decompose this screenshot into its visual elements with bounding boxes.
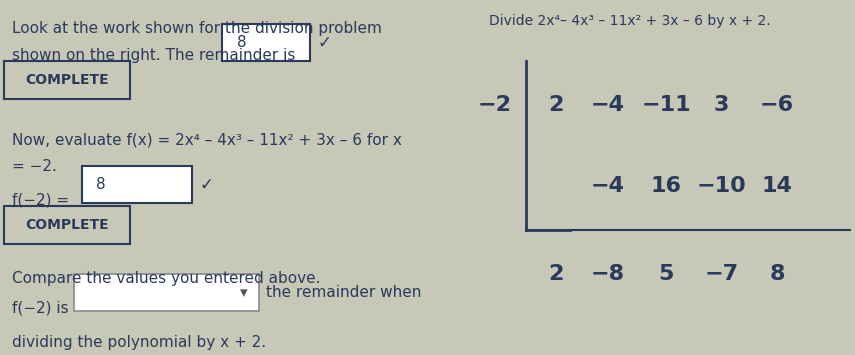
Text: ✓: ✓ <box>318 34 332 52</box>
Text: the remainder when: the remainder when <box>266 285 422 300</box>
Text: COMPLETE: COMPLETE <box>25 218 109 232</box>
Text: f(−2) is: f(−2) is <box>12 301 68 316</box>
Text: −2: −2 <box>477 95 511 115</box>
Text: 14: 14 <box>762 176 793 196</box>
Text: −7: −7 <box>705 264 739 284</box>
Text: 2: 2 <box>548 264 563 284</box>
Text: shown on the right. The remainder is: shown on the right. The remainder is <box>12 48 295 63</box>
FancyBboxPatch shape <box>74 274 259 311</box>
Text: −8: −8 <box>590 264 624 284</box>
Text: 2: 2 <box>548 95 563 115</box>
FancyBboxPatch shape <box>4 207 130 244</box>
Text: −4: −4 <box>590 95 624 115</box>
Text: −10: −10 <box>697 176 746 196</box>
Text: dividing the polynomial by x + 2.: dividing the polynomial by x + 2. <box>12 334 266 350</box>
FancyBboxPatch shape <box>221 24 310 61</box>
Text: COMPLETE: COMPLETE <box>25 73 109 87</box>
Text: 8: 8 <box>237 36 246 50</box>
Text: 5: 5 <box>658 264 674 284</box>
Text: f(−2) =: f(−2) = <box>12 193 68 208</box>
Text: ✓: ✓ <box>200 175 214 193</box>
Text: −6: −6 <box>760 95 794 115</box>
Text: = −2.: = −2. <box>12 159 56 174</box>
FancyBboxPatch shape <box>4 61 130 99</box>
Text: −4: −4 <box>590 176 624 196</box>
Text: 8: 8 <box>97 177 106 192</box>
FancyBboxPatch shape <box>81 166 192 203</box>
Text: Compare the values you entered above.: Compare the values you entered above. <box>12 271 320 285</box>
Text: ▾: ▾ <box>240 285 248 300</box>
Text: Now, evaluate f(x) = 2x⁴ – 4x³ – 11x² + 3x – 6 for x: Now, evaluate f(x) = 2x⁴ – 4x³ – 11x² + … <box>12 132 401 147</box>
Text: Look at the work shown for the division problem: Look at the work shown for the division … <box>12 21 381 36</box>
Text: Divide 2x⁴– 4x³ – 11x² + 3x – 6 by x + 2.: Divide 2x⁴– 4x³ – 11x² + 3x – 6 by x + 2… <box>489 14 771 28</box>
Text: 16: 16 <box>651 176 681 196</box>
Text: 8: 8 <box>770 264 785 284</box>
Text: 3: 3 <box>714 95 729 115</box>
Text: −11: −11 <box>641 95 691 115</box>
